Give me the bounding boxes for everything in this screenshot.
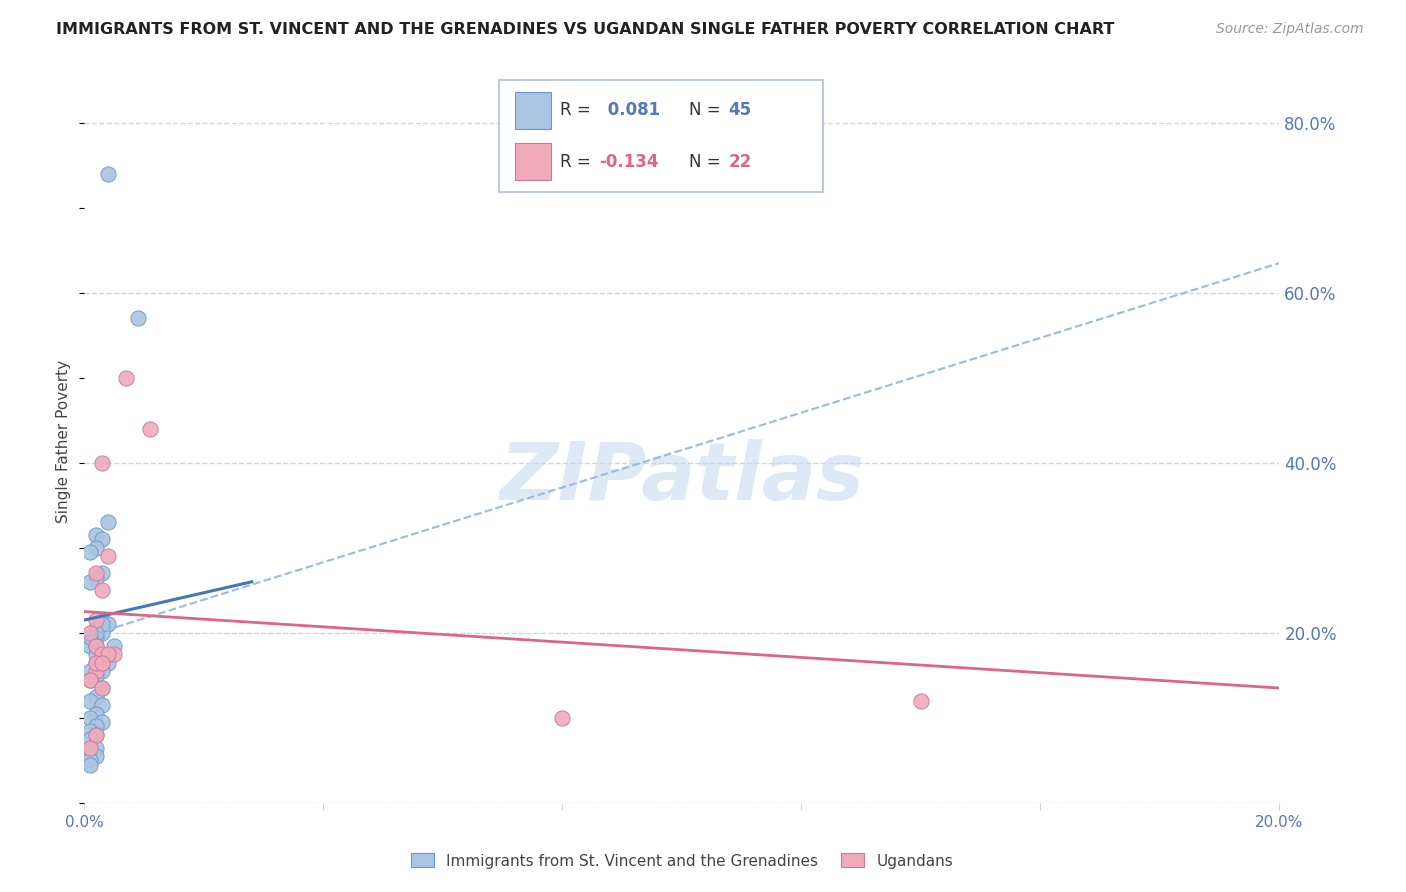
Point	[79, 757, 101, 772]
Point	[139, 422, 162, 436]
Point	[91, 664, 114, 678]
Point	[86, 656, 108, 670]
Text: 22: 22	[728, 153, 752, 170]
Point	[91, 613, 114, 627]
Point	[79, 630, 101, 644]
Point	[79, 745, 101, 759]
Text: 0.081: 0.081	[602, 102, 659, 120]
Text: -0.134: -0.134	[599, 153, 658, 170]
Point	[79, 753, 101, 767]
Point	[86, 639, 108, 653]
Text: ZIPatlas: ZIPatlas	[499, 439, 865, 516]
Point	[86, 690, 108, 704]
Point	[79, 740, 101, 755]
Point	[127, 311, 149, 326]
Point	[97, 647, 120, 661]
Text: N =: N =	[689, 102, 725, 120]
Point	[79, 639, 101, 653]
Point	[91, 617, 114, 632]
Text: R =: R =	[560, 153, 596, 170]
Point	[86, 664, 108, 678]
Point	[79, 574, 101, 589]
Point	[79, 664, 101, 678]
Text: IMMIGRANTS FROM ST. VINCENT AND THE GRENADINES VS UGANDAN SINGLE FATHER POVERTY : IMMIGRANTS FROM ST. VINCENT AND THE GREN…	[56, 22, 1115, 37]
Point	[91, 698, 114, 712]
Point	[86, 541, 108, 555]
Point	[86, 570, 108, 584]
Point	[91, 656, 114, 670]
Point	[86, 639, 108, 653]
Point	[79, 625, 101, 640]
Point	[86, 625, 108, 640]
Point	[86, 622, 108, 636]
Point	[86, 656, 108, 670]
Point	[86, 740, 108, 755]
Point	[91, 583, 114, 598]
Point	[97, 617, 120, 632]
Point	[115, 371, 138, 385]
Point	[97, 549, 120, 564]
Point	[91, 681, 114, 695]
Point	[86, 719, 108, 733]
Point	[91, 714, 114, 729]
Text: R =: R =	[560, 102, 596, 120]
Point	[551, 711, 574, 725]
Point	[86, 728, 108, 742]
Point	[91, 647, 114, 661]
Point	[91, 566, 114, 581]
Point	[91, 647, 114, 661]
Point	[86, 566, 108, 581]
Point	[79, 711, 101, 725]
Point	[86, 613, 108, 627]
Point	[103, 647, 125, 661]
Point	[97, 656, 120, 670]
Point	[79, 723, 101, 738]
Point	[91, 456, 114, 470]
Legend: Immigrants from St. Vincent and the Grenadines, Ugandans: Immigrants from St. Vincent and the Gren…	[405, 847, 959, 875]
Point	[86, 749, 108, 764]
Point	[103, 639, 125, 653]
Text: N =: N =	[689, 153, 725, 170]
Point	[91, 681, 114, 695]
Point	[97, 516, 120, 530]
Point	[910, 694, 932, 708]
Point	[79, 545, 101, 559]
Point	[79, 673, 101, 687]
Text: 45: 45	[728, 102, 751, 120]
Point	[86, 528, 108, 542]
Point	[86, 668, 108, 682]
Point	[91, 533, 114, 547]
Point	[86, 647, 108, 661]
Y-axis label: Single Father Poverty: Single Father Poverty	[56, 360, 72, 523]
Point	[79, 673, 101, 687]
Point	[79, 694, 101, 708]
Point	[79, 732, 101, 747]
Point	[91, 656, 114, 670]
Point	[86, 728, 108, 742]
Point	[86, 630, 108, 644]
Text: Source: ZipAtlas.com: Source: ZipAtlas.com	[1216, 22, 1364, 37]
Point	[91, 625, 114, 640]
Point	[97, 167, 120, 181]
Point	[86, 706, 108, 721]
